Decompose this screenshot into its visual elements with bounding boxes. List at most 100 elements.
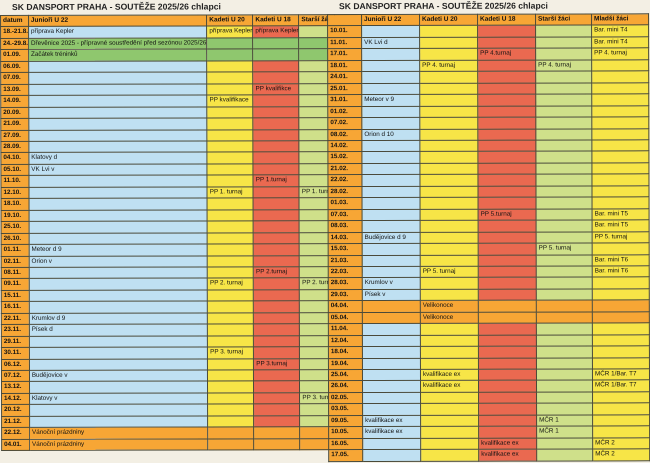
event-cell [592,345,650,358]
event-cell [206,72,254,84]
event-cell [420,323,479,336]
event-cell [207,209,254,222]
event-cell [29,381,208,394]
event-cell [28,221,208,234]
event-cell [477,185,537,198]
table-row: 16.05. kvalifikace ex MČR 2 [328,437,650,450]
event-cell [592,391,650,404]
table-row: 17.05. kvalifikace ex MČR 2 [328,449,650,462]
table-row: 07.09. [0,71,377,85]
event-cell [536,265,593,278]
date-cell: 25.10. [1,221,29,234]
event-cell [362,243,421,256]
table-row: 25.01. [327,82,649,95]
event-cell: příprava Kepler [252,26,299,38]
event-cell [419,48,478,61]
event-cell [535,174,592,186]
event-cell [207,117,254,130]
event-cell [362,300,421,313]
event-cell: Vánoční prázdniny [29,427,208,440]
event-cell [477,174,536,187]
event-cell [362,449,421,462]
event-cell [253,186,300,199]
date-cell: 15.11. [1,290,30,302]
date-cell: 15.02. [327,151,362,164]
event-cell [207,175,254,187]
column-header: Kadeti U 20 [206,14,253,27]
event-cell [535,128,592,141]
date-cell: 14.09. [0,95,29,108]
date-cell: 10.05. [328,426,363,439]
event-cell [477,151,536,164]
event-cell [477,94,536,106]
date-cell: 17.01. [327,48,362,61]
table-row: 27.09. [0,129,378,142]
table-row: 06.09. [0,60,377,73]
event-cell [361,163,420,175]
event-cell [591,128,649,140]
event-cell [419,25,478,38]
event-cell [477,25,536,38]
event-cell [420,220,479,232]
event-cell [29,347,208,360]
event-cell [253,301,300,313]
event-cell [206,49,253,61]
event-cell [253,163,300,176]
date-cell: 06.09. [0,61,29,73]
event-cell [592,197,650,209]
event-cell [361,48,420,61]
table-row: 18.10.Bar. mini T1 [1,197,378,211]
event-cell [420,426,479,439]
event-cell [28,118,208,130]
event-cell [592,414,650,427]
event-cell [536,357,593,370]
date-cell: 01.02. [327,106,362,118]
event-cell [207,289,254,302]
event-cell [592,242,650,255]
event-cell [591,139,649,152]
date-cell: 11.04. [328,323,363,336]
event-cell [362,312,421,324]
date-cell: 15.03. [328,243,363,256]
event-cell: Budějovice d 9 [362,231,421,244]
date-cell: 28.02. [327,186,363,198]
table-row: 28.09. [0,140,378,153]
event-cell [207,220,254,233]
table-row: 10.05. kvalifikace ex MČR 1 [328,426,650,439]
event-cell [477,128,536,141]
event-cell [419,186,479,198]
event-cell: PP 2. turnaj [207,278,254,290]
event-cell [207,369,254,382]
event-cell [253,209,300,221]
event-cell [29,415,208,428]
event-cell: PP 1. turnaj [207,186,254,199]
event-cell [362,335,421,347]
event-cell [477,162,536,175]
table-row: 22.02. [327,174,649,187]
event-cell: MČR 1 [536,426,593,438]
event-cell [361,71,420,84]
event-cell [252,37,300,50]
date-cell: 18.-21.8. [0,26,29,39]
event-cell [207,404,254,416]
table-row: 26.04. kvalifikace ex MČR 1/Bar. T7 [328,380,650,393]
event-cell [253,404,300,416]
column-header: Junioři U 22 [28,14,207,27]
date-cell: 16.11. [1,301,30,314]
event-cell [253,106,300,118]
event-cell [420,357,479,370]
date-cell: 01.03. [328,197,363,210]
event-cell [28,83,207,96]
event-cell [477,105,536,118]
event-cell [362,220,421,233]
event-cell [207,152,254,164]
event-cell [253,427,301,439]
table-row: 15.02. [327,151,649,164]
event-cell [253,289,300,302]
table-row: 24.01. [327,71,649,84]
date-cell: 20.09. [0,107,29,119]
event-cell: Bar. mini T5 [592,219,650,232]
table-row: 08.03. Bar. mini T5 [328,219,650,233]
event-cell: PP 1.turnaj [253,175,300,187]
event-cell [362,380,421,393]
